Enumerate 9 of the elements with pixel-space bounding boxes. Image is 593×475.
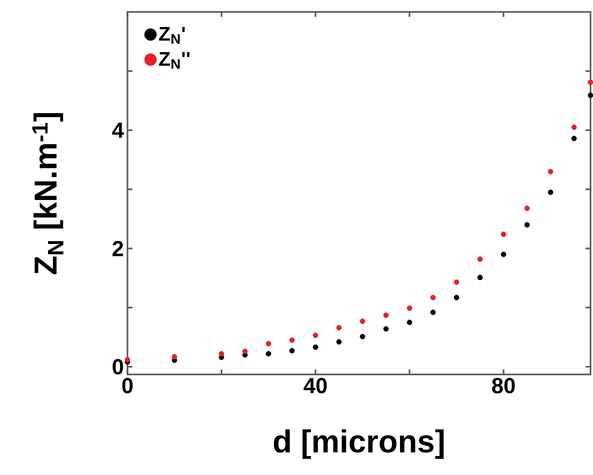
x-axis-title: d [microns] xyxy=(274,429,444,459)
legend-label: Z$_{N}$' xyxy=(159,26,185,44)
y-tick-label: 4 xyxy=(112,122,124,138)
y-tick-label: 0 xyxy=(112,359,124,374)
y-tick-label: 2 xyxy=(112,240,124,256)
legend-label: Z$_{N}$'' xyxy=(159,52,190,69)
y-axis-title: Z$_{N}$ [kN.m$^{-1}$] xyxy=(32,113,64,274)
x-tick-label: 80 xyxy=(492,378,515,394)
x-tick-label: 40 xyxy=(304,378,327,394)
